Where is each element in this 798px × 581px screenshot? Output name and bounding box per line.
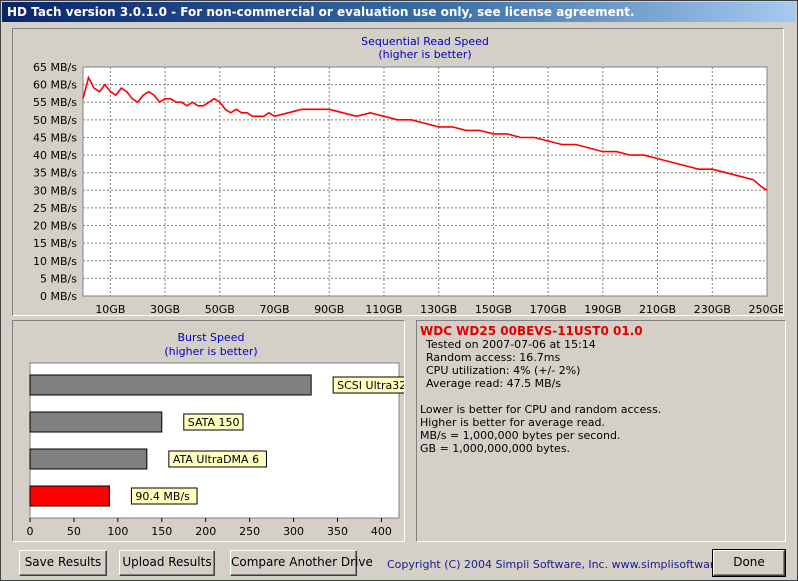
y-tick-label: 25 MB/s [33,202,77,215]
note-line: GB = 1,000,000,000 bytes. [420,442,571,455]
x-tick-label: 130GB [420,303,457,315]
done-button[interactable]: Done [712,549,786,577]
burst-bar [29,374,312,396]
x-tick-label: 10GB [95,303,125,315]
x-tick-label: 200 [195,525,216,538]
y-tick-label: 35 MB/s [33,167,77,180]
y-tick-label: 30 MB/s [33,184,77,197]
chart-subtitle: (higher is better) [164,345,257,358]
bar-label-box [168,450,267,468]
y-tick-label: 50 MB/s [33,114,77,127]
save-results-label: Save Results [24,555,102,569]
cpu-utilization: CPU utilization: 4% (+/- 2%) [426,364,581,377]
burst-bar [29,485,110,507]
burst-speed-chart: Burst Speed(higher is better) SCSI Ultra3… [27,331,404,538]
save-results-button[interactable]: Save Results [19,550,107,576]
chart-subtitle: (higher is better) [378,48,471,61]
x-tick-label: 250GB [748,303,783,315]
chart-title: Burst Speed [177,331,244,344]
bar-label: 90.4 MB/s [135,490,190,503]
x-tick-label: 100 [107,525,128,538]
burst-speed-panel: Burst Speed (higher is better) SCSI Ultra3… [12,320,405,542]
average-read: Average read: 47.5 MB/s [426,377,562,390]
x-tick-label: 170GB [530,303,567,315]
window-title: HD Tach version 3.0.1.0 - For non-commer… [7,5,635,19]
y-tick-label: 55 MB/s [33,96,77,109]
upload-results-button[interactable]: Upload Results [119,550,215,576]
read-speed-series [82,75,768,191]
upload-results-label: Upload Results [122,555,212,569]
burst-bar [29,448,148,470]
x-tick-label: 110GB [365,303,402,315]
bar-label: SCSI Ultra320 [337,379,404,392]
drive-info-panel: WDC WD25 00BEVS-11UST0 01.0 Tested on 20… [416,320,786,542]
x-tick-label: 30GB [150,303,180,315]
x-tick-label: 150 [151,525,172,538]
y-tick-label: 60 MB/s [33,79,77,92]
x-tick-label: 230GB [694,303,731,315]
note-line: MB/s = 1,000,000 bytes per second. [420,429,621,442]
note-line: Lower is better for CPU and random acces… [420,403,662,416]
title-bar[interactable]: HD Tach version 3.0.1.0 - For non-commer… [2,2,796,22]
y-tick-label: 10 MB/s [33,255,77,268]
bar-label-box [183,413,244,431]
bar-label: SATA 150 [188,416,240,429]
note-line: Higher is better for average read. [420,416,605,429]
random-access: Random access: 16.7ms [426,351,561,364]
done-label: Done [733,555,765,569]
x-tick-label: 90GB [314,303,344,315]
bar-label-box [332,376,404,394]
sequential-read-chart: Sequential Read Speed(higher is better) 0… [33,35,783,315]
drive-name: WDC WD25 00BEVS-11UST0 01.0 [420,324,643,338]
y-tick-label: 65 MB/s [33,61,77,74]
x-tick-label: 0 [27,525,34,538]
y-tick-label: 0 MB/s [40,290,77,303]
y-tick-label: 15 MB/s [33,237,77,250]
compare-drive-label: Compare Another Drive [231,555,373,569]
burst-bar [29,411,163,433]
x-tick-label: 350 [327,525,348,538]
x-tick-label: 250 [239,525,260,538]
x-tick-label: 50GB [205,303,235,315]
y-tick-label: 20 MB/s [33,220,77,233]
x-tick-label: 300 [283,525,304,538]
x-tick-label: 70GB [259,303,289,315]
x-tick-label: 210GB [639,303,676,315]
y-tick-label: 5 MB/s [40,272,77,285]
bar-label-box [130,487,198,505]
x-tick-label: 400 [371,525,392,538]
y-tick-label: 40 MB/s [33,149,77,162]
tested-on: Tested on 2007-07-06 at 15:14 [426,338,596,351]
plot-area [82,66,768,297]
chart-title: Sequential Read Speed [361,35,489,48]
copyright-text: Copyright (C) 2004 Simpli Software, Inc.… [387,558,748,571]
bar-label: ATA UltraDMA 6 [173,453,259,466]
x-tick-label: 150GB [475,303,512,315]
y-tick-label: 45 MB/s [33,131,77,144]
x-tick-label: 50 [67,525,81,538]
compare-drive-button[interactable]: Compare Another Drive [230,550,373,576]
sequential-read-panel: Sequential Read Speed (higher is better) 0… [12,28,784,316]
x-tick-label: 190GB [584,303,621,315]
